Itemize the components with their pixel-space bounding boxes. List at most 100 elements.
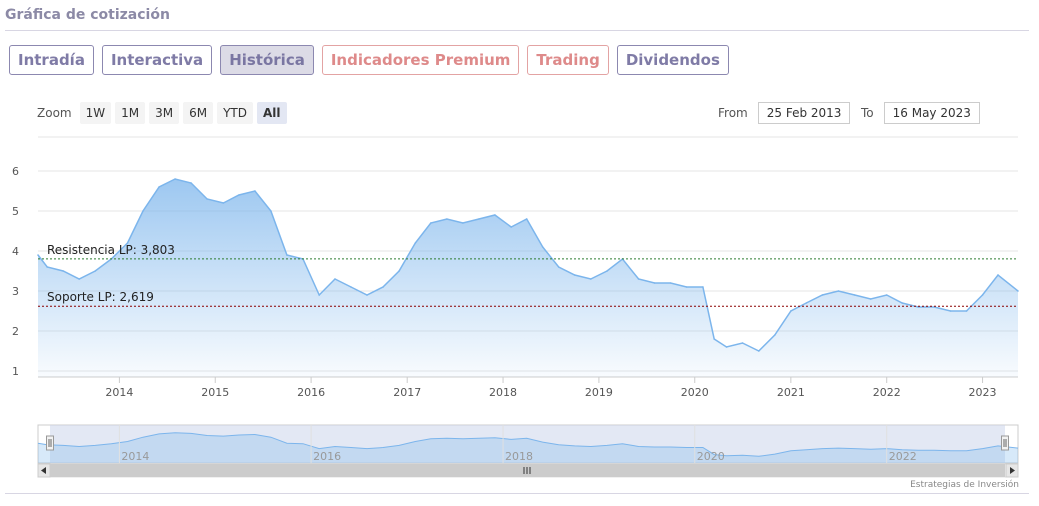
price-point	[366, 294, 368, 296]
price-point	[126, 242, 129, 244]
x-tick-label: 2014	[105, 386, 133, 399]
price-point	[510, 226, 512, 228]
price-point	[805, 302, 808, 304]
price-point	[430, 222, 432, 224]
navigator-left-handle[interactable]	[46, 435, 54, 451]
x-tick-label: 2021	[777, 386, 805, 399]
navigator-area	[38, 432, 1018, 463]
price-point	[318, 294, 321, 296]
title-divider	[5, 30, 1029, 31]
price-point	[222, 202, 225, 204]
navigator-mask	[50, 425, 1005, 463]
price-point	[853, 294, 856, 296]
chart-tabs: Intradía Interactiva Histórica Indicador…	[9, 45, 729, 75]
navigator-label: 2018	[505, 450, 533, 463]
price-point	[446, 218, 448, 220]
price-point	[741, 342, 744, 344]
credit-text: Estrategias de Inversión	[910, 480, 1019, 490]
to-label: To	[861, 106, 874, 120]
price-point	[965, 310, 968, 312]
price-point	[949, 310, 952, 312]
price-point	[382, 286, 384, 288]
from-date-input[interactable]: 25 Feb 2013	[757, 102, 851, 124]
zoom-label: Zoom	[37, 106, 72, 120]
page-title: Gráfica de cotización	[5, 7, 170, 23]
x-tick-label: 2016	[297, 386, 325, 399]
price-point	[525, 218, 528, 220]
price-point	[885, 294, 888, 296]
price-point	[821, 294, 824, 296]
tab-indicadores-premium[interactable]: Indicadores Premium	[321, 45, 520, 75]
price-point	[286, 254, 288, 256]
price-point	[557, 266, 560, 268]
resistance-label: Resistencia LP: 3,803	[47, 243, 175, 257]
price-point	[462, 222, 464, 224]
price-point	[713, 338, 715, 340]
tab-intradia[interactable]: Intradía	[9, 45, 94, 75]
y-tick-label: 5	[12, 205, 19, 218]
price-point	[702, 286, 704, 288]
price-point	[478, 218, 480, 220]
x-tick-label: 2022	[873, 386, 901, 399]
x-tick-label: 2020	[681, 386, 709, 399]
price-point	[270, 210, 272, 212]
price-point	[589, 278, 592, 280]
price-point	[334, 278, 336, 280]
tab-interactiva[interactable]: Interactiva	[101, 45, 213, 75]
price-point	[685, 286, 688, 288]
price-point	[46, 266, 48, 268]
price-point	[190, 182, 192, 184]
price-point	[573, 274, 576, 276]
navigator-label: 2020	[697, 450, 725, 463]
range-from: From 25 Feb 2013	[718, 102, 851, 124]
tab-trading[interactable]: Trading	[527, 45, 609, 75]
tab-dividendos[interactable]: Dividendos	[616, 45, 729, 75]
bottom-divider	[5, 493, 1029, 494]
tab-historica[interactable]: Histórica	[220, 45, 314, 75]
arrow-right-icon	[1010, 467, 1015, 474]
price-point	[94, 270, 97, 272]
support-label: Soporte LP: 2,619	[47, 290, 154, 304]
price-point	[414, 242, 417, 244]
price-point	[254, 190, 256, 192]
price-point	[606, 270, 608, 272]
zoom-all-button[interactable]: All	[257, 102, 287, 124]
price-point	[62, 270, 65, 272]
y-tick-label: 1	[12, 365, 19, 378]
price-point	[158, 186, 160, 188]
zoom-ytd-button[interactable]: YTD	[217, 102, 253, 124]
price-point	[1017, 290, 1019, 292]
price-point	[981, 294, 984, 296]
price-point	[78, 278, 81, 280]
zoom-3m-button[interactable]: 3M	[149, 102, 180, 124]
navigator-label: 2016	[313, 450, 341, 463]
y-tick-label: 3	[12, 285, 19, 298]
price-point	[398, 270, 400, 272]
arrow-left-icon	[41, 467, 46, 474]
price-point	[790, 310, 792, 312]
price-point	[238, 194, 240, 196]
price-point	[174, 178, 176, 180]
price-area	[38, 179, 1018, 377]
navigator-line	[37, 432, 1019, 457]
navigator-label: 2022	[889, 450, 917, 463]
zoom-6m-button[interactable]: 6M	[183, 102, 214, 124]
price-point	[206, 198, 208, 200]
to-date-input[interactable]: 16 May 2023	[883, 102, 980, 124]
navigator-label: 2014	[121, 450, 149, 463]
zoom-1m-button[interactable]: 1M	[115, 102, 146, 124]
price-point	[774, 334, 776, 336]
zoom-1w-button[interactable]: 1W	[79, 102, 112, 124]
price-point	[725, 346, 728, 348]
price-point	[653, 282, 656, 284]
price-point	[837, 290, 840, 292]
range-to: To 16 May 2023	[861, 102, 980, 124]
price-point	[869, 298, 872, 300]
price-point	[494, 214, 496, 216]
y-tick-label: 2	[12, 325, 19, 338]
x-tick-label: 2017	[393, 386, 421, 399]
from-label: From	[718, 106, 748, 120]
zoom-selector: Zoom 1W 1M 3M 6M YTD All	[37, 102, 287, 124]
navigator-right-handle[interactable]	[1001, 435, 1009, 451]
